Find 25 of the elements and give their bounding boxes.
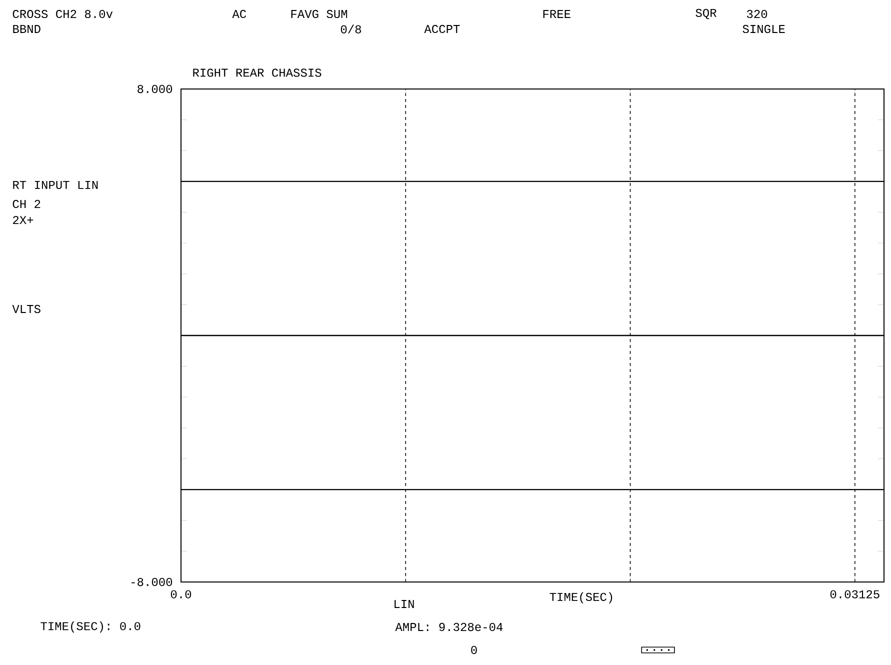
text: FREE: [543, 10, 570, 18]
text: CH 2: [12, 200, 40, 208]
text: VLTS: [12, 304, 40, 314]
text: 0: [471, 646, 477, 654]
chart-title: RIGHT REAR CHASSIS: [193, 68, 322, 77]
x-tick-label: 0.0: [170, 590, 192, 598]
text: 2X+: [13, 216, 34, 224]
text: FAVG SUM: [291, 10, 348, 18]
text: TIME(SEC): 0.0: [40, 621, 140, 633]
x-tick-label: 0.03125: [830, 590, 880, 598]
text: AMPL: 9.328e-04: [395, 622, 503, 632]
text: ACCPT: [424, 24, 460, 34]
x-axis-title: TIME(SEC): [550, 592, 612, 604]
text: 320: [746, 10, 768, 18]
text: AC: [232, 10, 246, 18]
y-tick-label: 8.000: [138, 84, 172, 94]
text: BBND: [13, 25, 40, 33]
text: SQR: [696, 8, 717, 20]
text: LIN: [394, 600, 414, 608]
text: ....: [646, 649, 670, 651]
text: SINGLE: [742, 24, 785, 34]
text: RT INPUT LIN: [13, 180, 98, 189]
text: CROSS CH2 8.0v: [12, 10, 113, 18]
text: 0/8: [340, 24, 362, 34]
y-tick-label: -8.000: [132, 578, 172, 586]
